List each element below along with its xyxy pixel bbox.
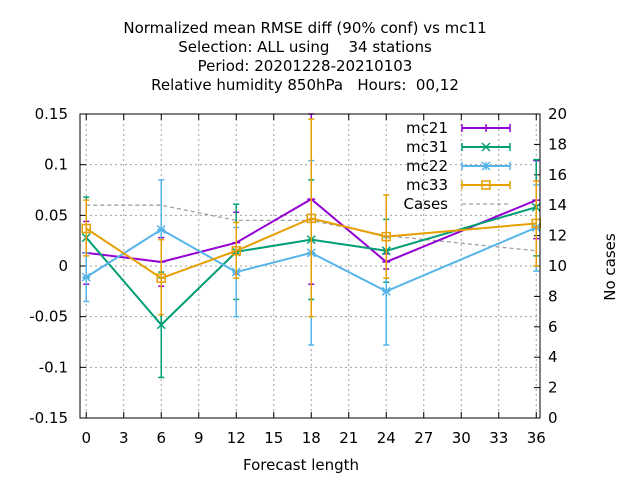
y2-tick-label: 6 <box>548 318 558 336</box>
y2-tick-label: 10 <box>548 257 567 275</box>
chart-title-line-4: Relative humidity 850hPa Hours: 00,12 <box>151 76 459 94</box>
y-tick-label: -0.1 <box>39 358 68 376</box>
y2-tick-label: 0 <box>548 409 558 427</box>
x-tick-label: 0 <box>81 429 91 447</box>
y2-tick-label: 8 <box>548 287 558 305</box>
legend-label-cases: Cases <box>403 195 448 213</box>
x-tick-label: 6 <box>156 429 166 447</box>
chart-title-line-3: Period: 20201228-20210103 <box>197 57 413 75</box>
x-tick-label: 27 <box>414 429 433 447</box>
y-tick-label: 0.15 <box>35 105 68 123</box>
point-mc33 <box>306 213 316 224</box>
x-tick-label: 15 <box>264 429 283 447</box>
y-tick-label: 0 <box>58 257 68 275</box>
chart-title-line-1: Normalized mean RMSE diff (90% conf) vs … <box>123 19 487 37</box>
y2-axis-label: No cases <box>601 233 619 301</box>
x-tick-label: 21 <box>339 429 358 447</box>
point-mc33 <box>381 231 391 242</box>
y2-tick-label: 4 <box>548 348 558 366</box>
x-tick-label: 33 <box>489 429 508 447</box>
chart-title-line-2: Selection: ALL using 34 stations <box>178 38 432 56</box>
y2-tick-label: 18 <box>548 135 567 153</box>
x-tick-label: 12 <box>227 429 246 447</box>
x-tick-label: 24 <box>377 429 396 447</box>
legend-label-mc22: mc22 <box>406 157 448 175</box>
y2-tick-label: 12 <box>548 227 567 245</box>
legend-label-mc31: mc31 <box>406 138 448 156</box>
series-line-mc31 <box>85 206 537 327</box>
y2-tick-label: 16 <box>548 166 567 184</box>
y2-tick-label: 2 <box>548 379 558 397</box>
y-tick-label: 0.1 <box>44 156 68 174</box>
series-line-mc33 <box>85 217 537 280</box>
y-tick-label: -0.15 <box>29 409 68 427</box>
plot-border <box>79 113 541 419</box>
y-tick-label: 0.05 <box>35 206 68 224</box>
series-line-mc21 <box>86 197 537 264</box>
x-tick-label: 3 <box>119 429 129 447</box>
legend-label-mc21: mc21 <box>406 119 448 137</box>
series-line-mc22 <box>85 226 537 293</box>
x-tick-label: 9 <box>194 429 204 447</box>
x-tick-label: 18 <box>302 429 321 447</box>
point-mc33 <box>231 246 241 256</box>
point-mc33 <box>81 223 91 234</box>
y2-tick-label: 20 <box>548 105 567 123</box>
legend-marker-mc33 <box>481 180 491 190</box>
point-mc33 <box>156 273 166 283</box>
legend-label-mc33: mc33 <box>406 176 448 194</box>
legend-marker-mc31 <box>481 142 491 152</box>
x-tick-label: 30 <box>452 429 471 447</box>
point-mc31 <box>156 320 166 330</box>
y-tick-label: -0.05 <box>29 308 68 326</box>
y2-tick-label: 14 <box>548 196 567 214</box>
x-axis-label: Forecast length <box>243 456 360 474</box>
x-tick-label: 36 <box>527 429 546 447</box>
